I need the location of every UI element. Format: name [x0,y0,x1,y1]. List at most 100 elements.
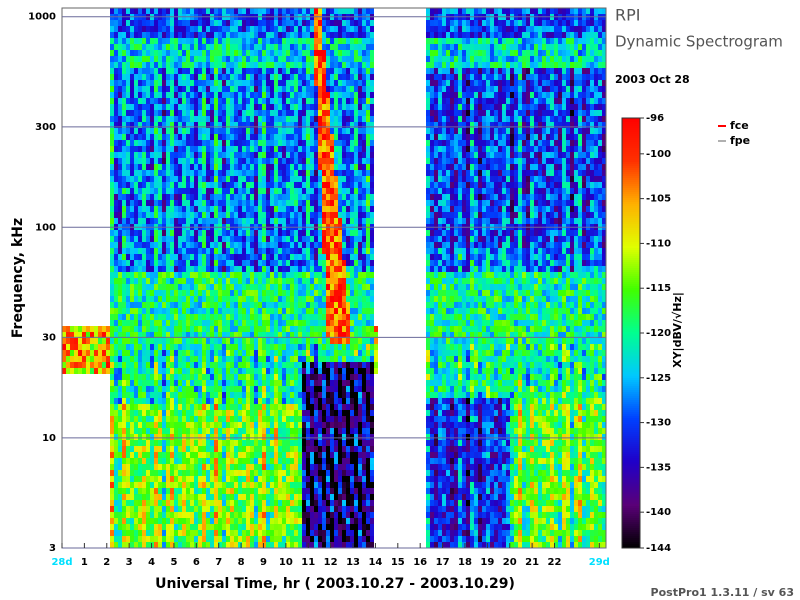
spectrogram-cell [178,164,182,170]
spectrogram-cell [198,272,202,278]
spectrogram-cell [186,506,190,512]
spectrogram-cell [306,182,310,188]
spectrogram-cell [246,242,250,248]
spectrogram-cell [310,242,314,248]
spectrogram-cell [194,188,198,194]
spectrogram-cell [290,290,294,296]
spectrogram-cell [118,308,122,314]
spectrogram-cell [146,62,150,68]
spectrogram-cell [226,218,230,224]
spectrogram-cell [226,536,230,542]
spectrogram-cell [258,254,262,260]
spectrogram-cell [134,272,138,278]
spectrogram-cell [298,476,302,482]
spectrogram-cell [154,314,158,320]
spectrogram-cell [198,176,202,182]
spectrogram-cell [226,110,230,116]
spectrogram-cell [162,164,166,170]
spectrogram-cell [182,518,186,524]
spectrogram-cell [182,128,186,134]
spectrogram-cell [310,146,314,152]
spectrogram-cell [218,128,222,134]
spectrogram-cell [322,110,326,116]
spectrogram-cell [162,314,166,320]
spectrogram-cell [190,62,194,68]
spectrogram-cell [114,38,118,44]
spectrogram-cell [258,212,262,218]
spectrogram-cell [162,386,166,392]
spectrogram-cell [318,170,322,176]
spectrogram-cell [270,482,274,488]
spectrogram-cell [142,236,146,242]
spectrogram-cell [122,206,126,212]
spectrogram-cell [154,302,158,308]
spectrogram-cell [202,464,206,470]
spectrogram-cell [158,176,162,182]
spectrogram-cell [118,542,122,548]
spectrogram-cell [206,440,210,446]
spectrogram-cell [246,212,250,218]
spectrogram-cell [126,524,130,530]
spectrogram-cell [274,278,278,284]
spectrogram-cell [310,446,314,452]
spectrogram-cell [202,404,206,410]
spectrogram-cell [126,158,130,164]
spectrogram-cell [198,62,202,68]
spectrogram-cell [322,404,326,410]
spectrogram-cell [290,152,294,158]
spectrogram-cell [182,146,186,152]
spectrogram-cell [318,140,322,146]
spectrogram-cell [266,140,270,146]
spectrogram-cell [278,332,282,338]
spectrogram-cell [266,68,270,74]
spectrogram-cell [190,476,194,482]
spectrogram-cell [266,482,270,488]
spectrogram-cell [150,242,154,248]
spectrogram-cell [118,428,122,434]
spectrogram-cell [170,80,174,86]
spectrogram-cell [246,542,250,548]
spectrogram-cell [118,350,122,356]
spectrogram-cell [282,422,286,428]
spectrogram-cell [110,20,114,26]
spectrogram-cell [234,38,238,44]
spectrogram-cell [162,86,166,92]
spectrogram-cell [110,98,114,104]
spectrogram-cell [142,506,146,512]
spectrogram-cell [282,380,286,386]
spectrogram-cell [174,482,178,488]
spectrogram-cell [186,128,190,134]
spectrogram-cell [190,302,194,308]
spectrogram-cell [254,206,258,212]
spectrogram-cell [110,356,114,362]
spectrogram-cell [90,338,94,344]
spectrogram-cell [134,410,138,416]
spectrogram-cell [138,536,142,542]
spectrogram-cell [210,476,214,482]
spectrogram-cell [234,410,238,416]
spectrogram-cell [314,398,318,404]
spectrogram-cell [238,464,242,470]
spectrogram-cell [70,326,74,332]
spectrogram-cell [298,338,302,344]
spectrogram-cell [170,452,174,458]
spectrogram-cell [282,80,286,86]
spectrogram-cell [294,410,298,416]
spectrogram-cell [178,212,182,218]
spectrogram-cell [198,398,202,404]
spectrogram-cell [326,158,330,164]
spectrogram-cell [322,302,326,308]
spectrogram-cell [226,404,230,410]
spectrogram-cell [234,188,238,194]
spectrogram-cell [186,62,190,68]
spectrogram-cell [294,20,298,26]
spectrogram-cell [302,302,306,308]
spectrogram-cell [190,410,194,416]
spectrogram-cell [206,464,210,470]
spectrogram-cell [186,356,190,362]
spectrogram-cell [130,374,134,380]
spectrogram-cell [290,302,294,308]
spectrogram-cell [210,464,214,470]
spectrogram-cell [210,500,214,506]
spectrogram-cell [230,254,234,260]
